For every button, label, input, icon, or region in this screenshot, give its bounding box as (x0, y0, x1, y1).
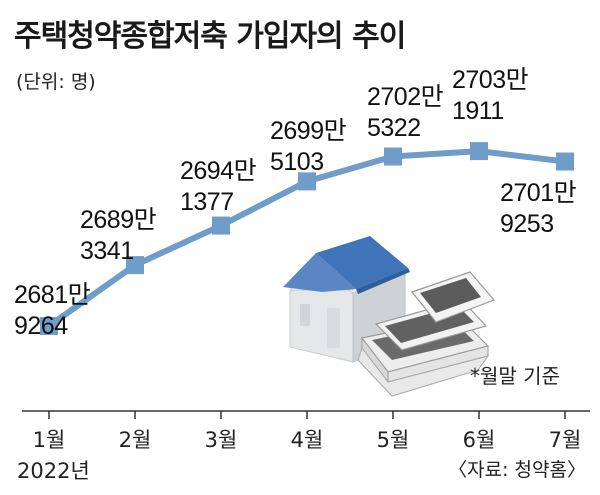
data-point-3 (212, 216, 230, 235)
money-bundle-icon (357, 271, 496, 397)
x-tick-label: 1월 (33, 428, 66, 452)
x-tick-label: 3월 (205, 428, 238, 452)
data-label-sub: 5322 (367, 114, 421, 142)
data-label-sub: 3341 (80, 237, 134, 265)
data-label-main: 2689만 (80, 206, 157, 234)
data-label-main: 2694만 (180, 157, 257, 185)
data-label-5: 2702만 5322 (367, 83, 444, 142)
data-label-3: 2694만 1377 (180, 157, 257, 216)
data-label-6: 2703만 1911 (452, 66, 529, 125)
data-point-2 (126, 256, 144, 275)
data-point-1 (40, 317, 58, 336)
footnote: *월말 기준 (470, 364, 560, 388)
data-label-main: 2703만 (452, 66, 529, 94)
data-label-main: 2699만 (270, 117, 347, 145)
data-label-main: 2681만 (14, 281, 91, 309)
data-markers (40, 142, 574, 336)
data-point-7 (556, 152, 574, 171)
year-label: 2022년 (17, 459, 90, 483)
data-point-5 (384, 147, 402, 166)
x-tick-label: 4월 (291, 428, 324, 452)
unit-label: (단위: 명) (16, 71, 96, 93)
data-label-sub: 5103 (270, 148, 324, 176)
data-label-4: 2699만 5103 (270, 117, 347, 176)
data-label-sub: 1911 (452, 97, 504, 125)
x-tick-label: 7월 (549, 428, 582, 452)
data-label-7: 2701만 9253 (500, 179, 577, 238)
data-point-4 (298, 172, 316, 191)
data-point-6 (470, 142, 488, 161)
source-label: 〈자료: 청약홈〉 (448, 459, 586, 481)
x-tick-label: 6월 (463, 428, 496, 452)
data-label-sub: 1377 (180, 188, 234, 216)
x-tick-label: 5월 (377, 428, 410, 452)
chart-title: 주택청약종합저축 가입자의 추이 (14, 19, 405, 54)
data-label-sub: 9253 (500, 210, 554, 238)
data-labels: 2681만 9264 2689만 3341 2694만 1377 2699만 5103 2702… (14, 66, 577, 340)
data-label-sub: 9264 (14, 312, 68, 340)
x-axis-ticks: 1월 2월 3월 4월 5월 6월 7월 (33, 411, 582, 452)
x-tick-label: 2월 (119, 428, 152, 452)
data-label-2: 2689만 3341 (80, 206, 157, 265)
data-label-main: 2702만 (367, 83, 444, 111)
data-label-1: 2681만 9264 (14, 281, 91, 340)
data-label-main: 2701만 (500, 179, 577, 207)
